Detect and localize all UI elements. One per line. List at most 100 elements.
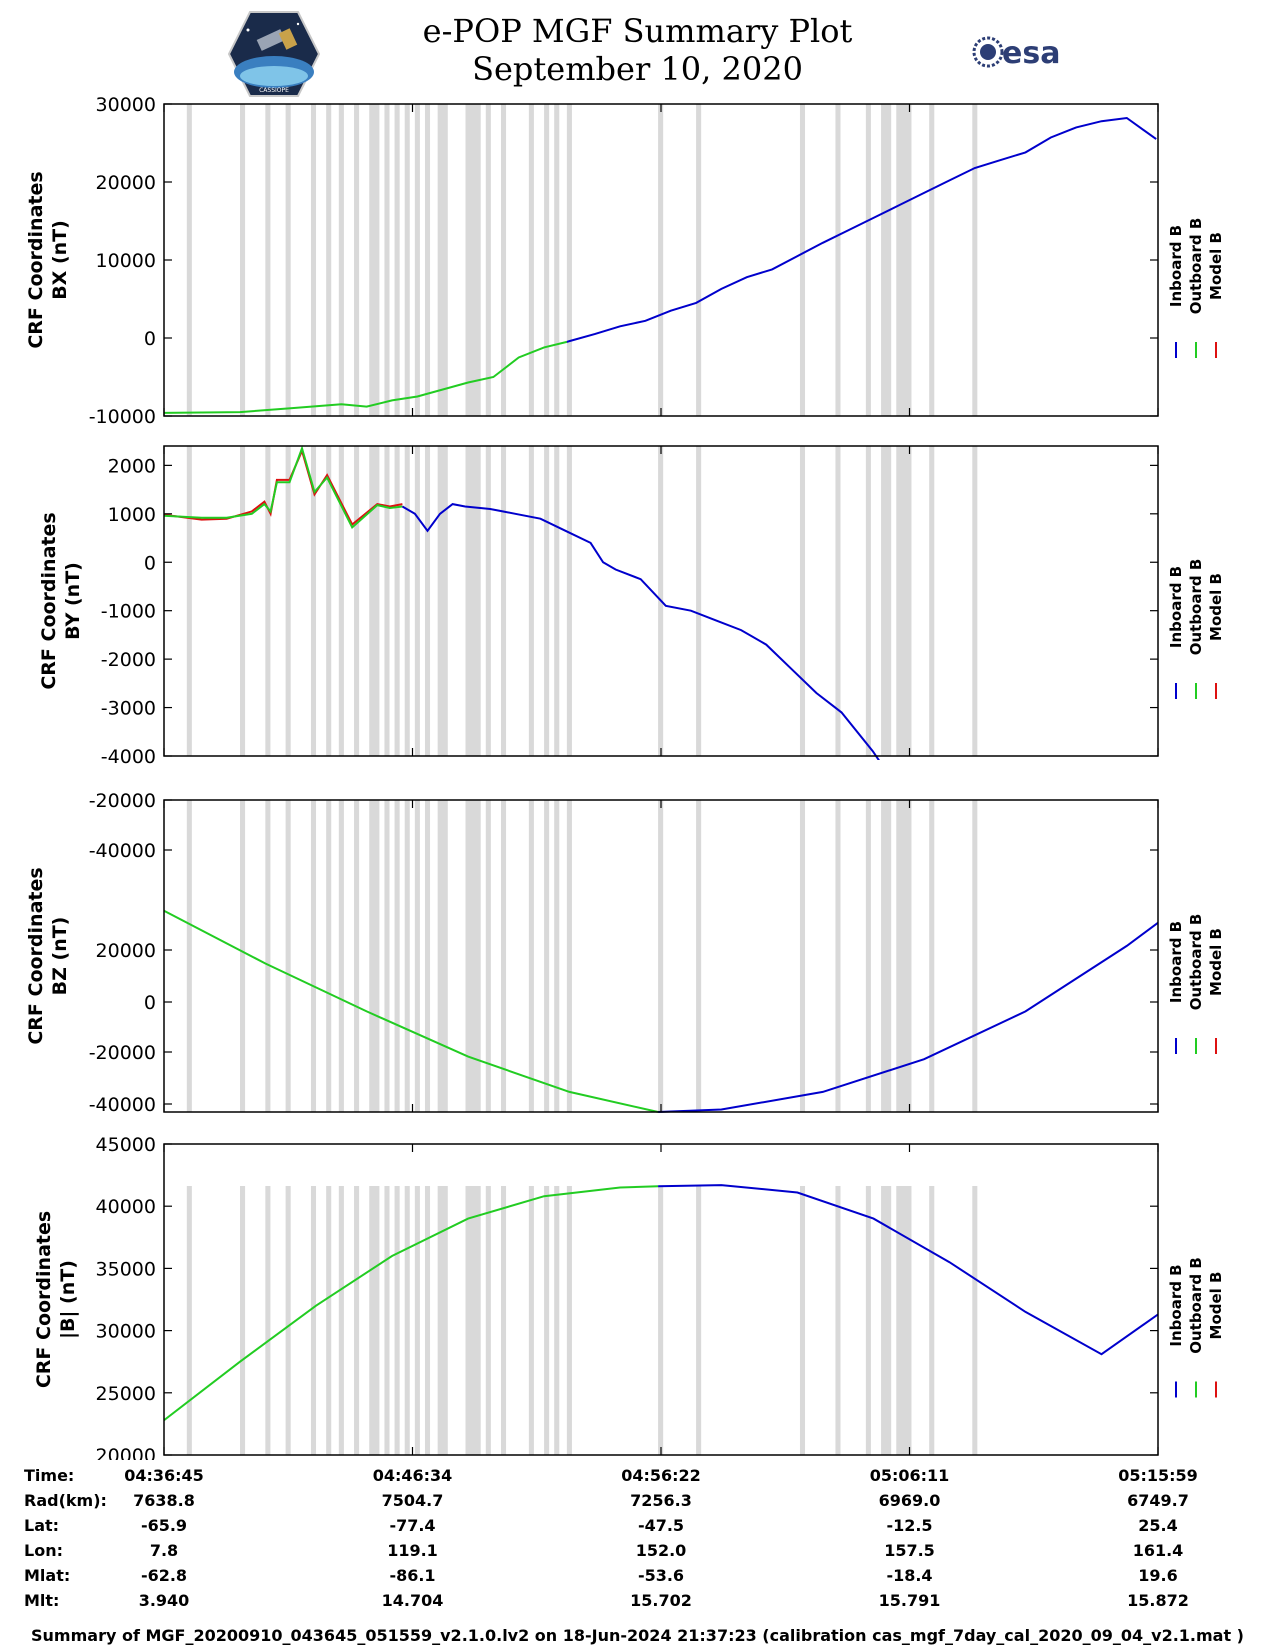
data-gap-band <box>240 800 246 1112</box>
data-gap-band <box>265 446 271 756</box>
info-cell: 05:15:59 <box>1118 1466 1198 1485</box>
data-gap-band <box>500 1186 507 1455</box>
info-cell: 04:46:34 <box>372 1466 453 1485</box>
info-row-label: Time: <box>24 1466 75 1485</box>
data-gap-band <box>285 104 291 416</box>
y-tick-label: 35000 <box>96 1258 156 1280</box>
series-line-outboard-b <box>164 340 568 414</box>
data-gap-band <box>566 800 572 1112</box>
data-gap-band <box>972 104 978 416</box>
data-gap-band <box>394 800 400 1112</box>
data-gap-band <box>544 1186 550 1455</box>
y-axis-label: CRF Coordinates |B| (nT) <box>33 1211 79 1388</box>
data-gap-band <box>437 104 448 416</box>
data-gap-band <box>528 104 534 416</box>
info-row: Lat: -65.9 -77.4 -47.5 -12.5 25.4 <box>0 1516 1275 1541</box>
data-gap-band <box>799 800 806 1112</box>
info-cell: 161.4 <box>1132 1541 1184 1560</box>
info-cell: 15.702 <box>630 1591 692 1610</box>
y-tick-label: -2000 <box>101 649 156 671</box>
panel-bx: 30000 20000 10000 0 -10000 CRF Coordinates BX … <box>25 94 1225 428</box>
data-gap-band <box>696 446 702 756</box>
legend-entry: Model B <box>1207 232 1225 300</box>
y-tick-label: -40000 <box>89 840 156 862</box>
data-gap-band <box>485 104 491 416</box>
data-gap-band <box>896 104 912 416</box>
data-gap-band <box>929 1186 935 1455</box>
data-gap-band <box>394 446 400 756</box>
data-gap-band <box>544 104 550 416</box>
y-tick-label: 30000 <box>96 94 156 116</box>
data-gap-band <box>528 1186 534 1455</box>
info-cell: 3.940 <box>138 1591 190 1610</box>
legend-entry: Model B <box>1207 928 1225 996</box>
info-row-label: Mlat: <box>24 1566 71 1585</box>
info-row-label: Mlt: <box>24 1591 60 1610</box>
info-cell: 15.791 <box>878 1591 941 1610</box>
y-axis-label: CRF Coordinates BZ (nT) <box>25 867 71 1044</box>
info-cell: 6969.0 <box>878 1491 941 1510</box>
data-gap-band <box>835 446 841 756</box>
data-gap-band <box>369 1186 380 1455</box>
esa-logo-icon: esa <box>972 36 1060 70</box>
series-line-inboard-b <box>401 503 880 760</box>
data-gap-band <box>310 1186 317 1455</box>
data-gap-band <box>414 446 420 756</box>
info-cell: 19.6 <box>1138 1566 1178 1585</box>
data-gap-band <box>338 1186 344 1455</box>
info-cell: -12.5 <box>886 1516 933 1535</box>
y-tick-label: 0 <box>144 992 156 1014</box>
data-gap-band <box>354 446 360 756</box>
plot-title-line2: September 10, 2020 <box>472 50 803 88</box>
data-gap-band <box>835 104 841 416</box>
data-gap-band <box>384 446 390 756</box>
y-axis-label: CRF Coordinates BY (nT) <box>38 512 84 689</box>
data-gap-band <box>544 446 550 756</box>
series-line-outboard-b <box>164 909 659 1113</box>
data-gap-band <box>544 800 550 1112</box>
info-cell: 7504.7 <box>381 1491 444 1510</box>
data-gap-band <box>437 1186 448 1455</box>
data-gap-band <box>310 446 317 756</box>
data-gap-band <box>186 1186 192 1455</box>
y-tick-label: 45000 <box>96 1134 156 1156</box>
data-gap-band <box>465 104 481 416</box>
info-cell: 7638.8 <box>133 1491 195 1510</box>
data-gap-band <box>424 800 431 1112</box>
legend-entry: Inboard B <box>1167 566 1185 648</box>
data-gap-band <box>404 800 410 1112</box>
y-axis-label-line1: CRF Coordinates <box>33 1211 55 1388</box>
series-line-inboard-b <box>658 921 1158 1113</box>
data-gap-band <box>896 800 912 1112</box>
info-cell: 25.4 <box>1138 1516 1178 1535</box>
info-row-label: Lon: <box>24 1541 63 1560</box>
data-gap-band <box>865 1186 871 1455</box>
data-gap-band <box>354 1186 360 1455</box>
data-gap-band <box>554 104 560 416</box>
data-gap-band <box>554 446 560 756</box>
info-cell: -53.6 <box>637 1566 685 1585</box>
info-cell: 6749.7 <box>1127 1491 1189 1510</box>
data-gap-band <box>929 800 935 1112</box>
data-gap-band <box>929 104 935 416</box>
info-cell: -62.8 <box>140 1566 188 1585</box>
y-axis-label-line2: BX (nT) <box>49 220 71 300</box>
info-cell: 119.1 <box>387 1541 438 1560</box>
info-row-label: Rad(km): <box>24 1491 107 1510</box>
info-row: Time: 04:36:45 04:46:34 04:56:22 05:06:11 05:… <box>0 1466 1275 1491</box>
data-gap-band <box>404 1186 410 1455</box>
info-cell: 157.5 <box>884 1541 935 1560</box>
data-gap-band <box>658 1186 664 1455</box>
legend-entry: Model B <box>1207 1272 1225 1340</box>
data-gap-band <box>424 1186 431 1455</box>
info-row: Rad(km): 7638.8 7504.7 7256.3 6969.0 6749.7 <box>0 1491 1275 1516</box>
data-gap-band <box>240 1186 246 1455</box>
data-gap-band <box>566 446 572 756</box>
data-gap-band <box>310 800 317 1112</box>
info-cell: 7256.3 <box>630 1491 692 1510</box>
y-tick-label: 10000 <box>96 250 156 272</box>
data-gap-band <box>186 104 192 416</box>
data-gap-band <box>865 446 871 756</box>
data-gap-band <box>369 800 380 1112</box>
legend-entry: Model B <box>1207 573 1225 641</box>
